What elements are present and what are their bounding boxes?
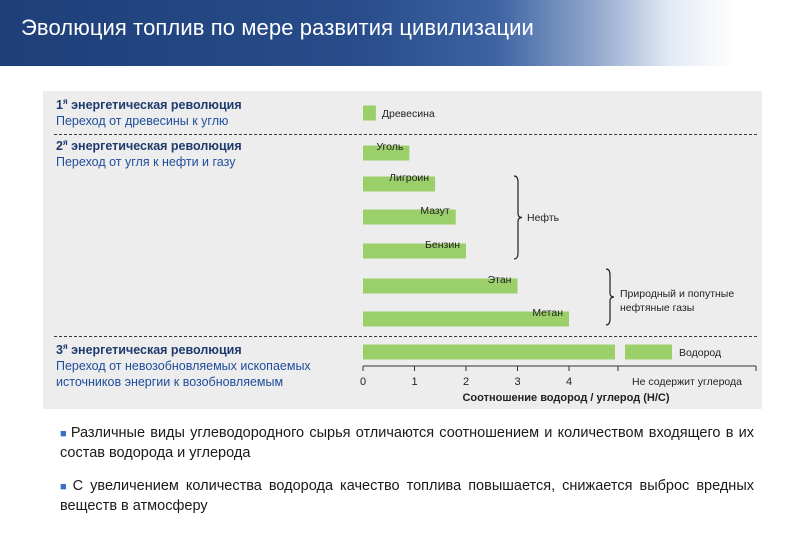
bar-Метан <box>363 311 569 327</box>
no-carbon-label: Не содержит углерода <box>632 376 742 388</box>
revolution-3: 3я энергетическая революция Переход от н… <box>56 342 346 390</box>
bracket-oil <box>513 175 523 260</box>
bar-label: Бензин <box>425 239 460 251</box>
bar-Уголь <box>363 145 410 161</box>
bar-label: Уголь <box>376 141 404 153</box>
title-banner: Эволюция топлив по мере развития цивилиз… <box>0 0 800 66</box>
x-tick-label: 2 <box>463 376 469 388</box>
x-tick-label: 1 <box>411 376 417 388</box>
bar-label: Метан <box>532 307 563 319</box>
bar-label: Водород <box>679 347 721 359</box>
revolution-1: 1я энергетическая революция Переход от д… <box>56 97 242 129</box>
x-tick-label: 0 <box>360 376 366 388</box>
x-axis-title: Соотношение водород / углерод (Н/С) <box>462 392 669 404</box>
bar-label: Мазут <box>420 205 450 217</box>
x-tick-label: 4 <box>566 376 572 388</box>
bar-label: Древесина <box>382 108 435 120</box>
revolution-1-title: 1я энергетическая революция <box>56 96 242 112</box>
axis-break-mark <box>615 339 625 365</box>
bullet-1: ■ Различные виды углеводородного сырья от… <box>60 424 754 463</box>
revolution-2-title: 2я энергетическая революция <box>56 137 242 153</box>
bullet-marker-icon: ■ <box>60 428 68 440</box>
revolution-2: 2я энергетическая революция Переход от у… <box>56 138 242 170</box>
bullet-marker-icon: ■ <box>60 481 70 493</box>
bar-Водород <box>363 344 615 360</box>
bar-Этан <box>363 278 518 294</box>
bar-Лигроин <box>363 176 436 192</box>
bracket-gas <box>605 268 615 326</box>
bar-label: Лигроин <box>389 172 429 184</box>
revolution-3-subtitle: Переход от невозобновляемых ископаемых и… <box>56 359 311 389</box>
x-tick-label: 3 <box>514 376 520 388</box>
bar-Древесина <box>363 105 376 121</box>
revolution-3-title: 3я энергетическая революция <box>56 341 242 357</box>
divider-1 <box>54 134 757 135</box>
revolution-2-subtitle: Переход от угля к нефти и газу <box>56 155 236 169</box>
bar-Водород-extension <box>625 344 672 360</box>
bar-Мазут <box>363 209 456 225</box>
group-label-gas-line1: Природный и попутные <box>620 288 734 300</box>
revolution-1-subtitle: Переход от древесины к углю <box>56 114 229 128</box>
bar-label: Этан <box>488 274 512 286</box>
bullet-2: ■ С увеличением количества водорода качес… <box>60 477 754 516</box>
bar-Бензин <box>363 243 466 259</box>
group-label-oil: Нефть <box>527 212 560 224</box>
group-label-gas-line2: нефтяные газы <box>620 302 694 314</box>
divider-2 <box>54 336 757 337</box>
bullet-2-text: С увеличением количества водорода качест… <box>60 478 754 514</box>
page-title: Эволюция топлив по мере развития цивилиз… <box>21 15 534 40</box>
bullet-1-text: Различные виды углеводородного сырья отл… <box>60 425 754 461</box>
